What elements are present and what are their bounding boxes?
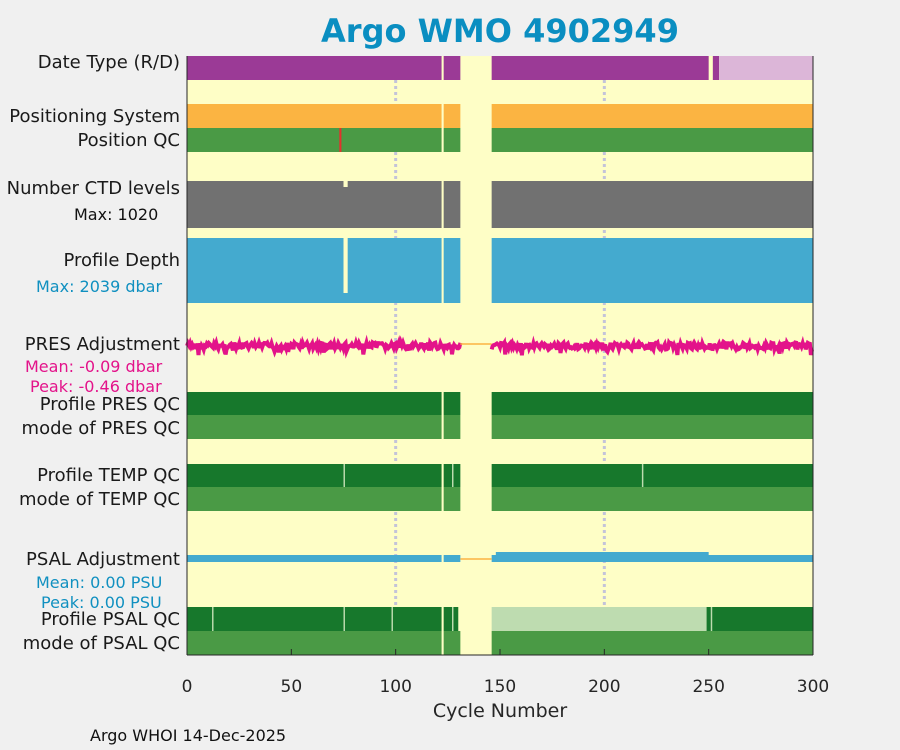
psal-qc-exception bbox=[391, 607, 393, 631]
temp-qc-exception bbox=[641, 464, 644, 487]
bar-mode-psal-qc bbox=[443, 631, 461, 655]
psal-qc-exception bbox=[343, 607, 345, 631]
series-psal-adjustment bbox=[187, 555, 442, 562]
psal-qc-exception bbox=[452, 607, 454, 631]
label-profile-temp-qc: Profile TEMP QC bbox=[37, 465, 180, 486]
temp-qc-exception bbox=[452, 464, 454, 487]
pres-peak-value: Peak: -0.46 dbar bbox=[30, 377, 162, 396]
ctd-max-value: Max: 1020 bbox=[74, 205, 159, 224]
bar-position-qc bbox=[187, 128, 442, 152]
bar-date-type-r bbox=[719, 56, 813, 80]
label-mode-temp-qc: mode of TEMP QC bbox=[18, 489, 180, 510]
label-pres-adjustment: PRES Adjustment bbox=[24, 334, 180, 355]
bar-profile-depth bbox=[491, 238, 813, 303]
bar-mode-temp-qc bbox=[491, 487, 813, 511]
temp-qc-exception bbox=[343, 464, 345, 487]
bar-mode-temp-qc bbox=[443, 487, 461, 511]
bar-profile-psal-qc bbox=[706, 607, 813, 631]
x-tick-label: 250 bbox=[692, 677, 724, 697]
series-psal-adjustment bbox=[443, 555, 461, 562]
label-mode-psal-qc: mode of PSAL QC bbox=[22, 633, 180, 654]
label-date-type: Date Type (R/D) bbox=[37, 52, 180, 73]
bar-profile-pres-qc bbox=[491, 392, 813, 415]
bar-positioning-system bbox=[443, 104, 461, 128]
psal-mean-value: Mean: 0.00 PSU bbox=[36, 573, 163, 592]
bar-mode-temp-qc bbox=[187, 487, 442, 511]
bar-profile-pres-qc bbox=[187, 392, 442, 415]
bar-mode-pres-qc bbox=[443, 415, 461, 439]
x-tick-label: 200 bbox=[588, 677, 620, 697]
bar-date-type-d bbox=[187, 56, 442, 80]
series-pres-adjustment bbox=[185, 334, 814, 359]
bar-profile-pres-qc bbox=[443, 392, 461, 415]
bar-profile-temp-qc bbox=[491, 464, 813, 487]
label-psal-adjustment: PSAL Adjustment bbox=[25, 549, 180, 570]
label-ctd-levels: Number CTD levels bbox=[6, 178, 180, 199]
psal-qc-exception bbox=[710, 607, 713, 631]
bar-mode-psal-qc bbox=[187, 631, 442, 655]
label-mode-pres-qc: mode of PRES QC bbox=[21, 418, 180, 439]
x-tick-label: 50 bbox=[281, 677, 303, 697]
bar-mode-pres-qc bbox=[187, 415, 442, 439]
bar-position-qc bbox=[443, 128, 461, 152]
bar-profile-psal-qc bbox=[187, 607, 442, 631]
x-tick-label: 150 bbox=[484, 677, 516, 697]
psal-qc-exception bbox=[212, 607, 214, 631]
bar-position-qc bbox=[491, 128, 813, 152]
bar-profile-depth bbox=[443, 238, 461, 303]
label-position-qc: Position QC bbox=[77, 130, 180, 151]
ctd-levels-dip bbox=[343, 181, 348, 187]
psal-peak-value: Peak: 0.00 PSU bbox=[41, 593, 162, 612]
bar-profile-depth bbox=[187, 238, 442, 303]
bar-profile-psal-qc bbox=[443, 607, 459, 631]
psal-adjustment-upper-trace bbox=[495, 552, 709, 555]
x-axis-label: Cycle Number bbox=[433, 700, 567, 722]
series-psal-adjustment bbox=[491, 555, 813, 562]
pres-mean-value: Mean: -0.09 dbar bbox=[25, 357, 163, 376]
bar-date-type-d bbox=[443, 56, 461, 80]
bar-profile-temp-qc bbox=[187, 464, 442, 487]
profile-depth-spike bbox=[343, 238, 348, 293]
bar-ctd-levels bbox=[443, 181, 461, 228]
position-qc-bad-flag bbox=[339, 128, 342, 152]
label-profile-psal-qc: Profile PSAL QC bbox=[40, 609, 180, 630]
footer-credit: Argo WHOI 14-Dec-2025 bbox=[90, 726, 287, 745]
bar-positioning-system bbox=[187, 104, 442, 128]
bar-profile-psal-qc-b bbox=[491, 607, 707, 631]
bar-ctd-levels bbox=[187, 181, 442, 228]
bar-mode-psal-qc bbox=[491, 631, 813, 655]
bar-date-type-d bbox=[712, 56, 720, 80]
depth-max-value: Max: 2039 dbar bbox=[36, 277, 163, 296]
x-tick-label: 0 bbox=[182, 677, 193, 697]
x-tick-label: 100 bbox=[379, 677, 411, 697]
label-positioning-system: Positioning System bbox=[9, 106, 180, 127]
bar-ctd-levels bbox=[491, 181, 813, 228]
bar-mode-pres-qc bbox=[491, 415, 813, 439]
bar-date-type-d bbox=[491, 56, 709, 80]
bar-positioning-system bbox=[491, 104, 813, 128]
x-tick-label: 300 bbox=[797, 677, 829, 697]
label-profile-depth: Profile Depth bbox=[63, 250, 180, 271]
label-profile-pres-qc: Profile PRES QC bbox=[39, 394, 180, 415]
chart-title: Argo WMO 4902949 bbox=[321, 12, 679, 50]
